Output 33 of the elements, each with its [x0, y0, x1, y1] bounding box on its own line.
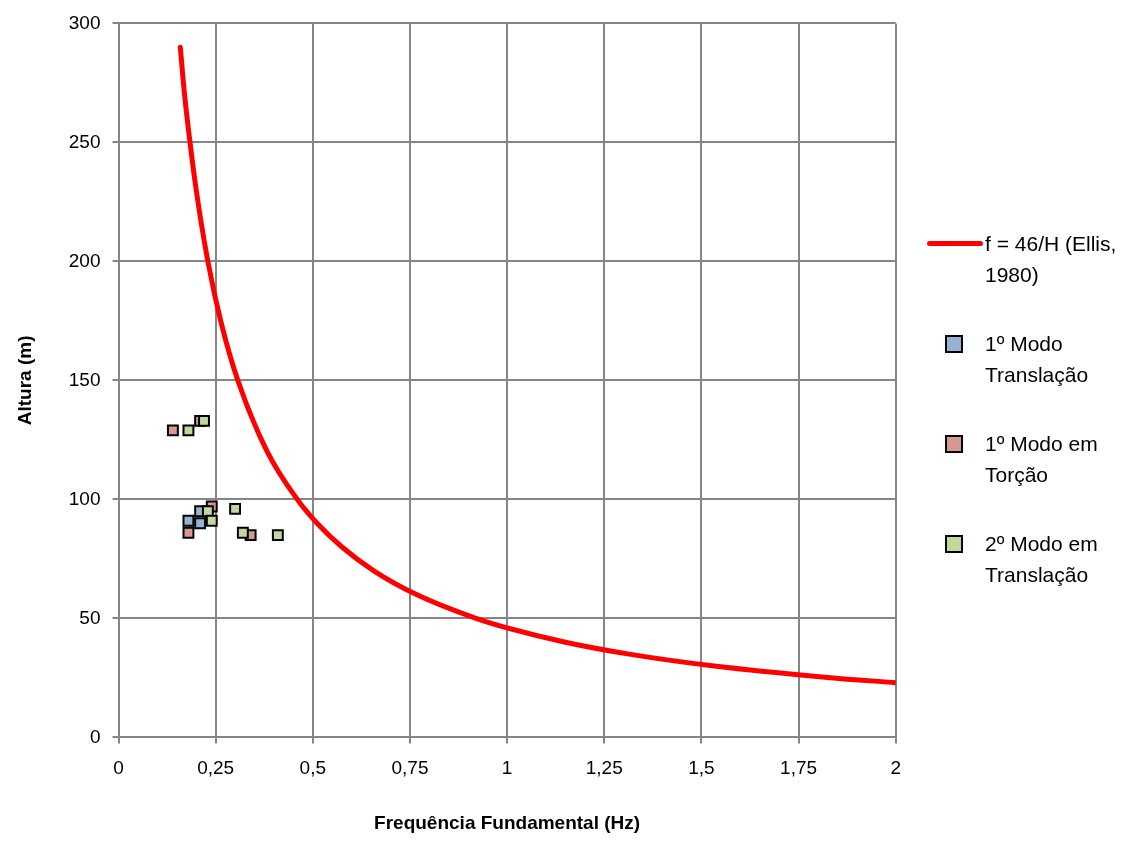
x-axis-title: Frequência Fundamental (Hz) — [374, 811, 641, 833]
x-tick-label: 0,75 — [391, 757, 429, 779]
legend-label: 2º Modo em Translação — [985, 531, 1099, 588]
point — [271, 529, 284, 542]
legend-label: 1º Modo em Torção — [985, 431, 1099, 488]
point — [166, 424, 179, 437]
y-tick-label: 200 — [68, 249, 101, 271]
point — [236, 526, 249, 539]
x-tick-label: 0,25 — [197, 757, 235, 779]
x-tick-label: 1 — [501, 757, 513, 779]
point — [182, 424, 195, 437]
x-tick-label: 1,75 — [780, 757, 818, 779]
point — [182, 526, 195, 539]
y-tick-label: 100 — [68, 487, 101, 509]
y-tick-label: 50 — [79, 606, 101, 628]
point — [194, 517, 207, 530]
x-tick-label: 1,25 — [585, 757, 623, 779]
point — [198, 414, 210, 427]
point — [182, 514, 195, 527]
x-tick-label: 2 — [890, 757, 902, 779]
point — [201, 505, 214, 518]
legend-label: f = 46/H (Ellis, 1980) — [985, 231, 1118, 288]
point — [205, 514, 218, 527]
legend-label: 1º Modo Translação — [985, 331, 1090, 388]
y-tick-label: 150 — [68, 368, 101, 390]
y-tick-label: 300 — [68, 11, 101, 33]
x-tick-label: 0,5 — [299, 757, 327, 779]
point — [229, 502, 242, 515]
y-axis-title: Altura (m) — [13, 335, 35, 426]
x-tick-label: 0 — [113, 757, 124, 779]
y-tick-label: 0 — [89, 725, 101, 747]
x-tick-label: 1,5 — [688, 757, 715, 779]
y-tick-label: 250 — [68, 130, 101, 152]
